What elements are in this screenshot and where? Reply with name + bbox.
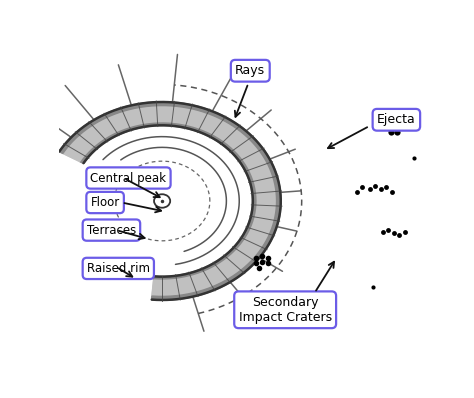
Text: Central peak: Central peak [91, 172, 166, 185]
Text: Secondary
Impact Craters: Secondary Impact Craters [238, 296, 332, 324]
Text: Ejecta: Ejecta [377, 113, 416, 126]
Text: Raised rim: Raised rim [87, 262, 150, 275]
Text: Floor: Floor [91, 196, 120, 209]
Text: Rays: Rays [235, 64, 265, 77]
Text: Terraces: Terraces [87, 224, 136, 236]
